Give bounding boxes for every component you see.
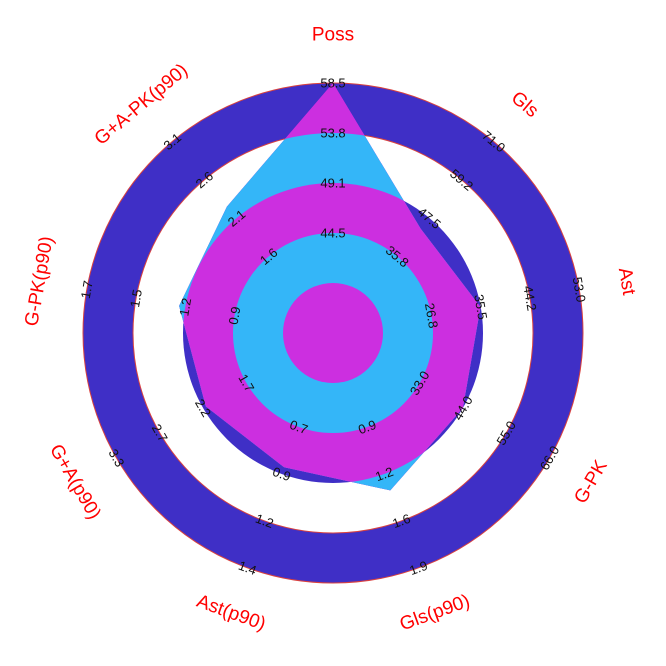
param-label: Gls bbox=[507, 87, 542, 121]
tick-label: 0.9 bbox=[271, 464, 293, 484]
tick-label: 44.5 bbox=[320, 226, 345, 241]
tick-label: 53.8 bbox=[320, 126, 345, 141]
tick-label: 44.2 bbox=[520, 285, 539, 313]
tick-label: 35.5 bbox=[471, 293, 490, 321]
tick-label: 1.6 bbox=[390, 511, 412, 531]
tick-label: 1.2 bbox=[373, 464, 395, 484]
tick-label: 0.9 bbox=[356, 417, 378, 437]
tick-label: 1.4 bbox=[236, 558, 258, 578]
tick-label: 0.7 bbox=[288, 417, 310, 437]
tick-label: 1.2 bbox=[176, 297, 194, 317]
param-label: Poss bbox=[312, 25, 354, 46]
param-label: G-PK bbox=[570, 456, 612, 507]
tick-label: 58.5 bbox=[320, 76, 345, 91]
param-label: Ast(p90) bbox=[194, 591, 269, 635]
tick-label: 1.7 bbox=[78, 279, 96, 299]
tick-label: 1.2 bbox=[254, 511, 276, 531]
tick-label: 1.9 bbox=[407, 558, 429, 578]
tick-label: 26.8 bbox=[422, 302, 441, 330]
param-label: Ast bbox=[614, 266, 640, 297]
radar-center bbox=[283, 283, 383, 383]
param-label: Gls(p90) bbox=[397, 591, 473, 636]
param-label: G+A(p90) bbox=[45, 441, 105, 523]
tick-label: 49.1 bbox=[320, 176, 345, 191]
param-label: G-PK(p90) bbox=[21, 235, 57, 328]
tick-labels: 44.549.153.858.535.847.559.271.026.8 35.5… bbox=[78, 76, 589, 579]
tick-label: 53.0 bbox=[570, 276, 589, 304]
tick-label: 1.5 bbox=[127, 288, 145, 308]
tick-label: 0.9 bbox=[226, 305, 244, 325]
